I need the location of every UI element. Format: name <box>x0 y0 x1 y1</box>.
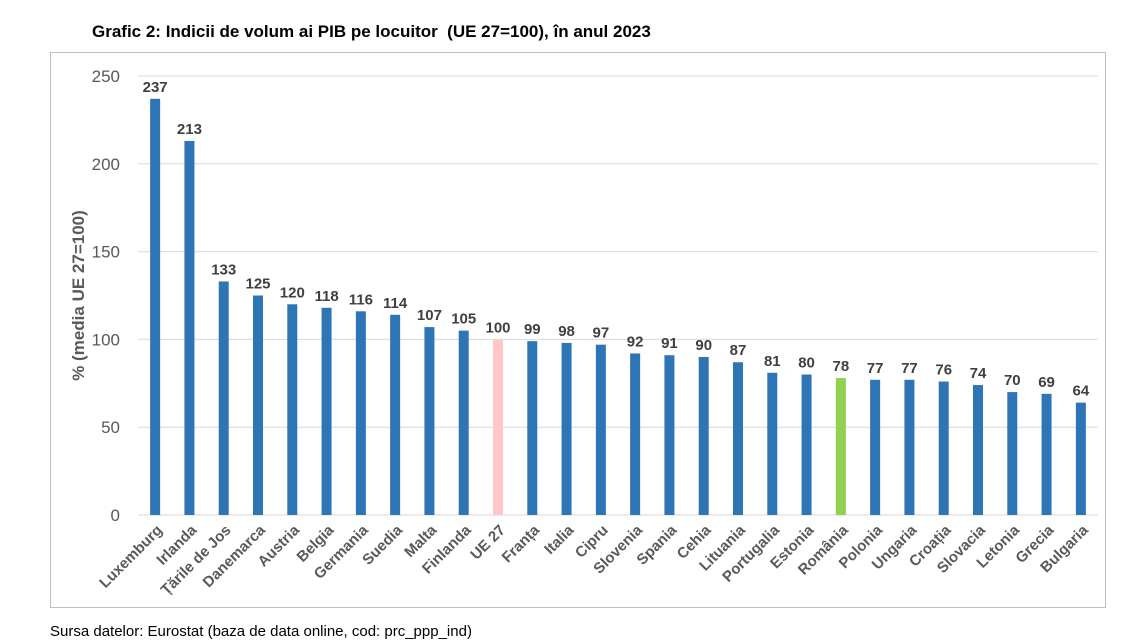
y-tick-label: 200 <box>92 155 120 174</box>
y-tick-label: 100 <box>92 330 120 349</box>
bar <box>253 295 263 515</box>
data-label: 70 <box>1004 372 1021 389</box>
bar <box>870 379 881 515</box>
bar <box>390 314 401 515</box>
data-label: 78 <box>833 358 850 375</box>
data-label: 98 <box>558 323 575 340</box>
data-label: 97 <box>593 325 610 342</box>
y-axis-label: % (media UE 27=100) <box>69 210 88 381</box>
data-label: 118 <box>314 288 338 305</box>
bar <box>218 281 229 515</box>
bar <box>424 327 435 515</box>
y-tick-label: 150 <box>92 243 120 262</box>
bar <box>767 372 778 515</box>
bar <box>698 356 709 515</box>
x-tick-label: Italia <box>541 521 578 558</box>
data-label: 74 <box>970 365 987 382</box>
bar <box>801 374 812 515</box>
data-label: 100 <box>485 319 510 336</box>
data-label: 80 <box>798 355 815 372</box>
y-tick-label: 250 <box>92 67 120 86</box>
bar <box>1075 402 1086 515</box>
data-label: 99 <box>524 321 541 338</box>
chart-frame <box>50 52 1106 608</box>
source-note: Sursa datelor: Eurostat (baza de data on… <box>50 623 472 640</box>
data-label: 64 <box>1073 383 1090 400</box>
data-label: 77 <box>901 360 918 377</box>
bar <box>184 140 195 516</box>
data-label: 76 <box>935 362 952 379</box>
data-label: 213 <box>177 121 202 138</box>
data-label: 120 <box>280 284 305 301</box>
data-label: 81 <box>764 353 781 370</box>
bar <box>355 311 366 515</box>
bar <box>287 304 298 515</box>
bar <box>493 339 503 515</box>
bar <box>458 330 469 515</box>
bar <box>835 378 846 515</box>
bar <box>321 307 332 515</box>
chart-title: Grafic 2: Indicii de volum ai PIB pe loc… <box>92 22 651 41</box>
bar <box>150 98 161 515</box>
y-tick-label: 0 <box>111 506 120 525</box>
data-label: 116 <box>349 291 373 308</box>
data-label: 107 <box>417 307 442 324</box>
x-tick-label: Franța <box>499 521 544 566</box>
bar <box>938 381 949 515</box>
data-label: 90 <box>695 337 712 354</box>
bar <box>630 353 641 515</box>
bar <box>527 341 538 515</box>
bar <box>595 344 606 515</box>
data-label: 105 <box>451 311 476 328</box>
data-label: 133 <box>211 261 236 278</box>
data-label: 92 <box>627 333 644 350</box>
bar <box>904 379 915 515</box>
data-label: 69 <box>1038 374 1055 391</box>
data-label: 125 <box>245 276 270 293</box>
bar <box>561 342 572 515</box>
bar <box>664 355 675 515</box>
bar <box>733 362 743 515</box>
bar <box>973 385 983 515</box>
data-label: 91 <box>661 335 678 352</box>
bar <box>1041 393 1052 515</box>
data-label: 114 <box>383 295 408 312</box>
data-label: 77 <box>867 360 884 377</box>
y-tick-label: 50 <box>101 418 120 437</box>
data-label: 87 <box>730 342 747 359</box>
bar <box>1007 392 1018 515</box>
data-label: 237 <box>143 79 168 96</box>
